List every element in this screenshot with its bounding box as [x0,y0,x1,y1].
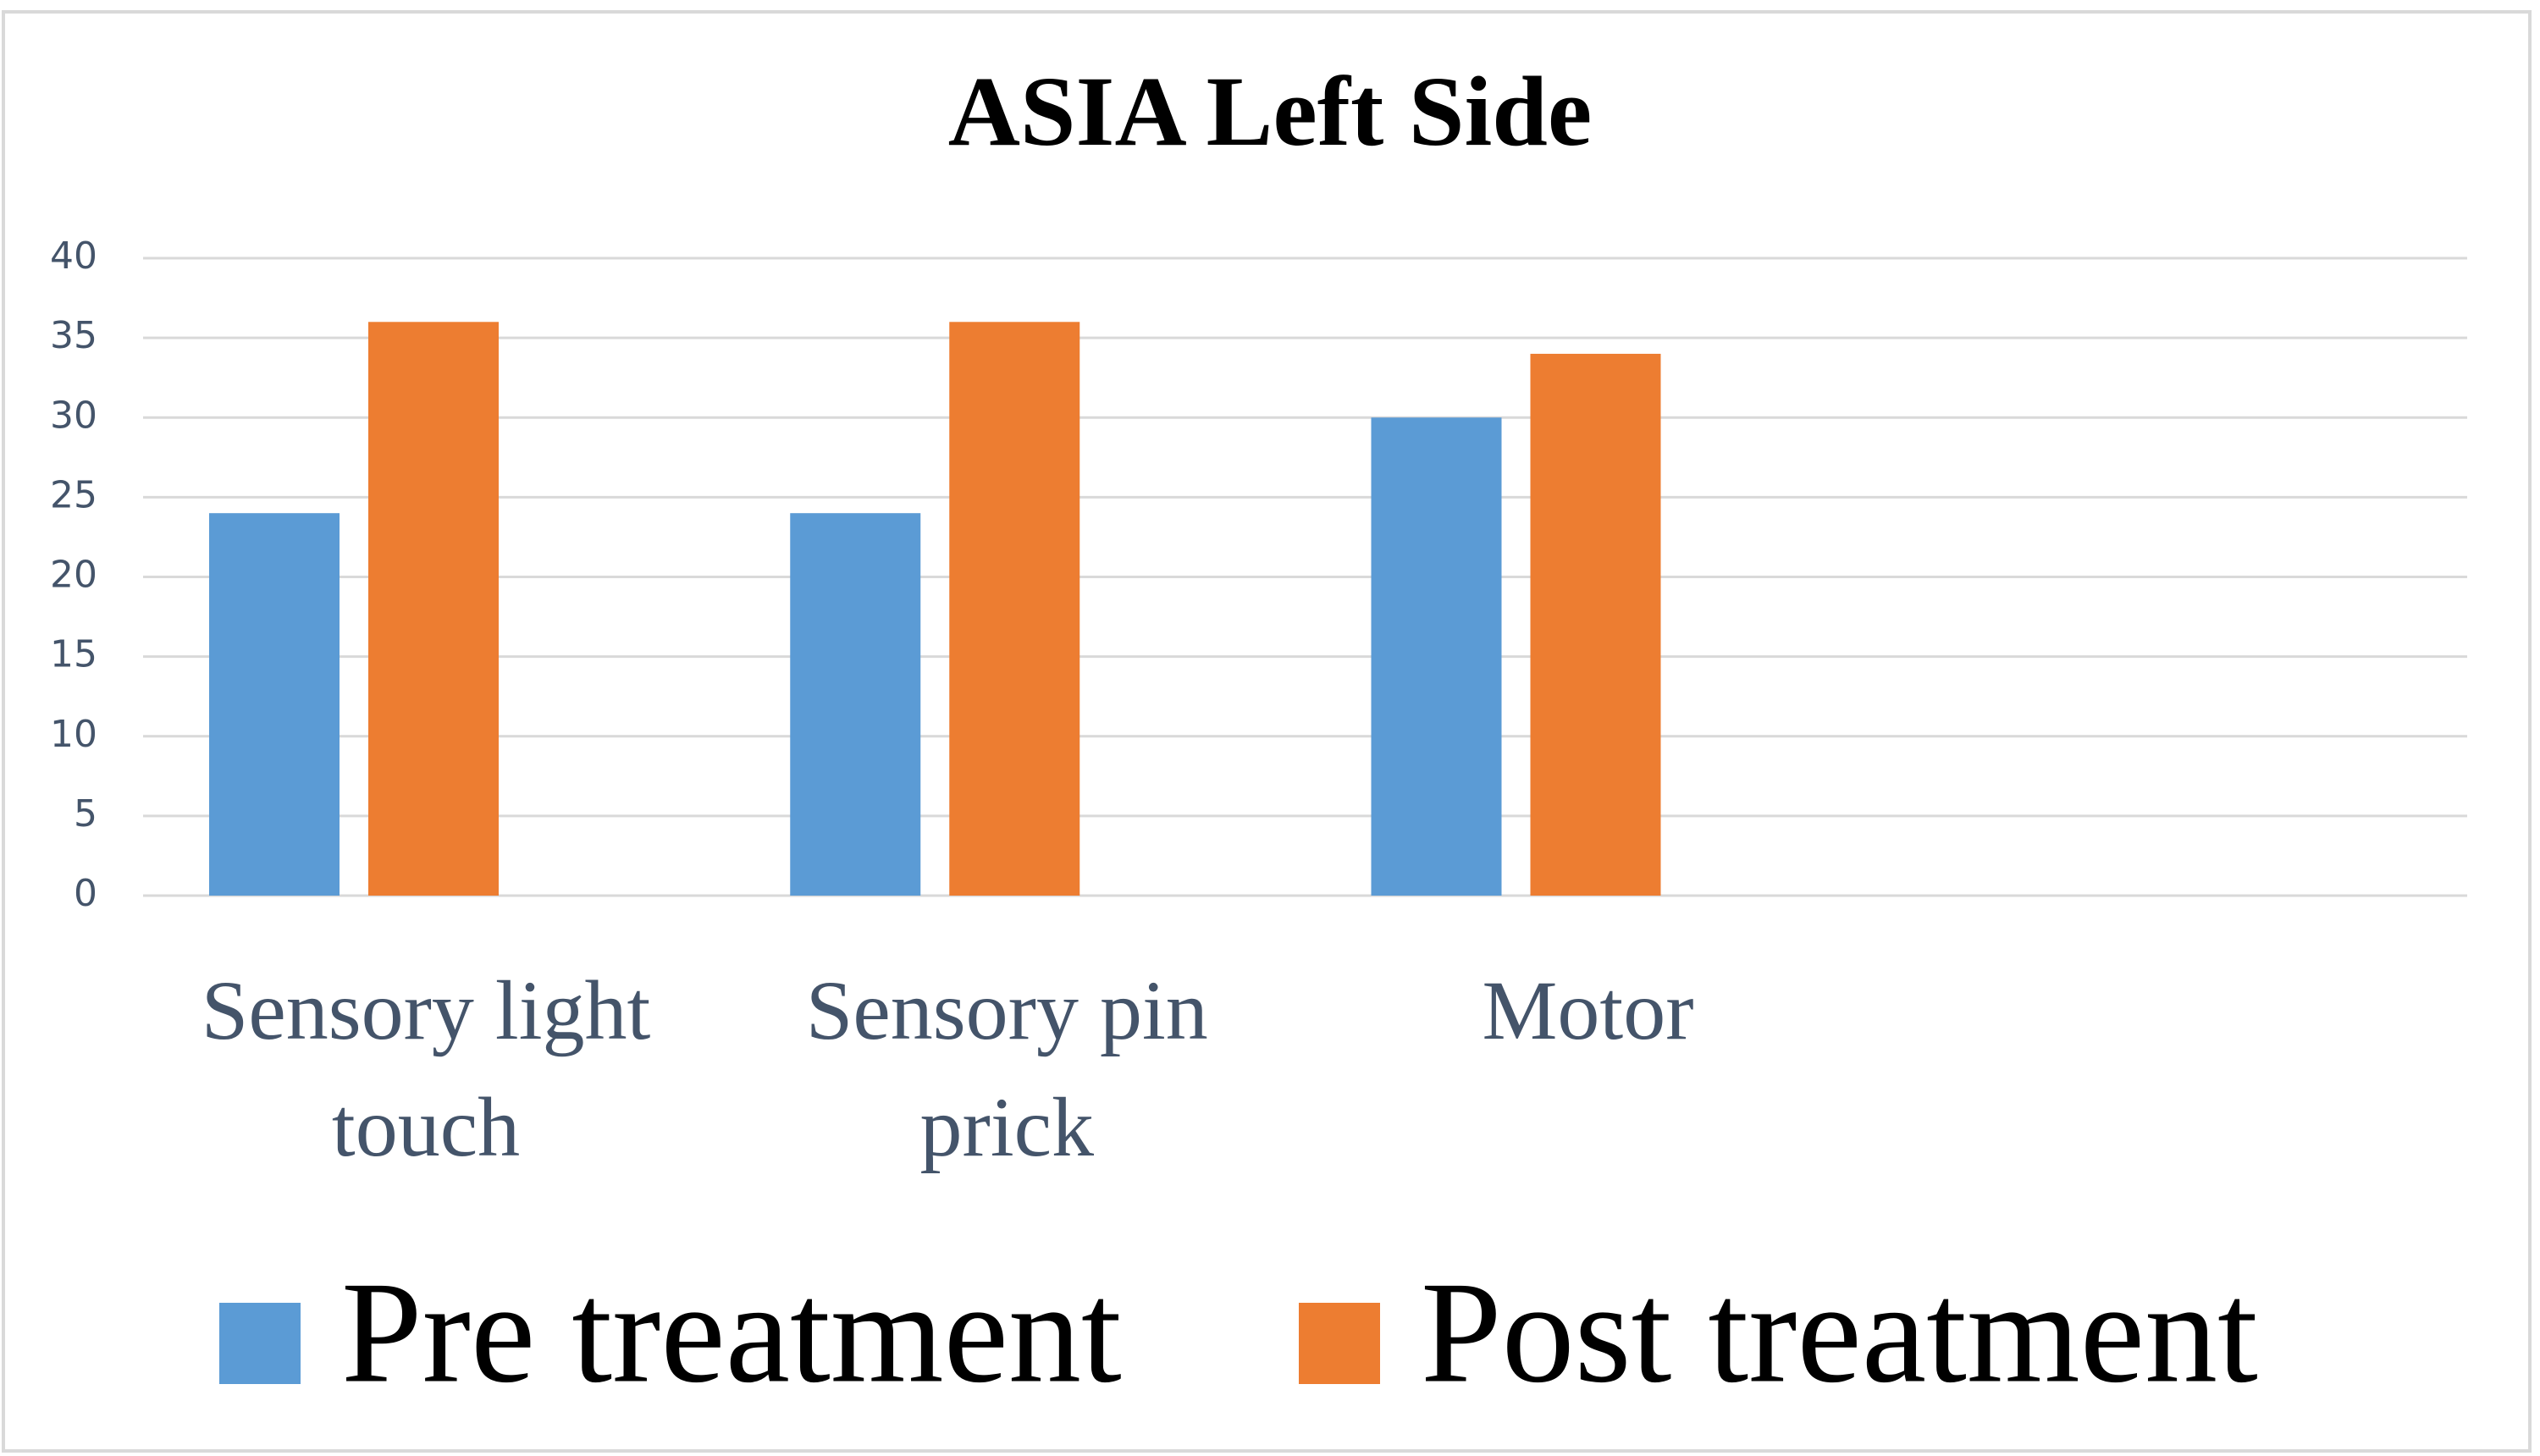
bar [209,513,340,896]
y-tick-label: 35 [50,314,97,357]
y-tick-label: 15 [50,633,97,676]
y-tick-label: 0 [74,872,97,915]
bar [790,513,921,896]
x-tick-label: Sensory pin prick [806,963,1208,1174]
y-tick-label: 30 [50,394,97,437]
bar [368,322,499,896]
x-tick-label: Motor [1483,963,1694,1057]
bar [1530,353,1661,896]
y-tick-label: 10 [50,713,97,756]
y-tick-label: 5 [74,792,97,836]
bar [1371,417,1502,896]
y-tick-label: 25 [50,473,97,516]
y-tick-label: 40 [50,234,97,278]
legend-label: Post treatment [1421,1252,2258,1413]
legend-label: Pre treatment [341,1252,1122,1413]
bar [949,322,1080,896]
legend-swatch [219,1303,301,1384]
y-tick-label: 20 [50,554,97,597]
x-tick-label: Sensory light touch [202,963,651,1174]
legend-swatch [1299,1303,1380,1384]
chart-title: ASIA Left Side [948,56,1593,167]
